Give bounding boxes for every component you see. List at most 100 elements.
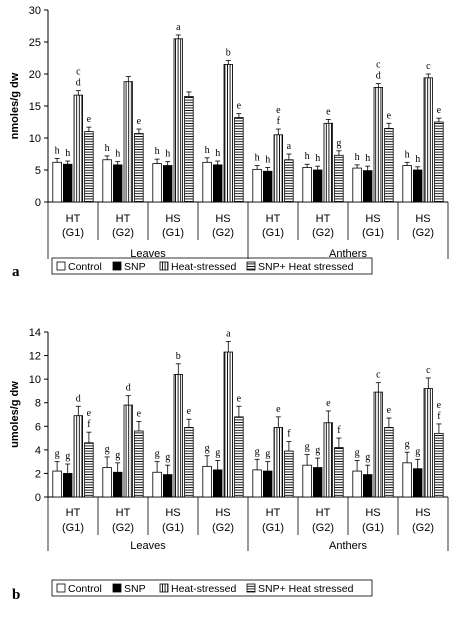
significance-letter: g xyxy=(165,452,170,463)
y-tick-label: 25 xyxy=(29,37,41,49)
legend-swatch xyxy=(246,261,256,271)
bar-snp-heat-stressed xyxy=(234,416,244,498)
significance-letter: h xyxy=(355,152,360,163)
category-label-line2: (G2) xyxy=(412,227,434,239)
significance-letter: d xyxy=(76,78,81,89)
y-tick-label: 0 xyxy=(35,197,41,209)
category-label-line1: HT xyxy=(116,507,131,519)
significance-letter: a xyxy=(176,22,181,33)
legend-swatch xyxy=(159,261,169,271)
bar-snp-heat-stressed xyxy=(334,447,344,498)
category-label-line2: (G1) xyxy=(62,227,84,239)
significance-letter: g xyxy=(155,449,160,460)
significance-letter: g xyxy=(205,443,210,454)
significance-letter: f xyxy=(277,116,281,127)
significance-letter: f xyxy=(337,425,341,436)
significance-letter: h xyxy=(365,153,370,164)
category-label-line2: (G1) xyxy=(262,522,284,534)
bar-heat-stressed xyxy=(373,391,384,498)
bar-snp-heat-stressed xyxy=(234,117,244,203)
category-label-line2: (G2) xyxy=(312,522,334,534)
category-label-line2: (G1) xyxy=(62,522,84,534)
significance-letter: h xyxy=(205,145,210,156)
significance-letter: h xyxy=(105,143,110,154)
bar-snp-heat-stressed xyxy=(84,442,94,498)
legend-swatch xyxy=(112,261,122,271)
legend-entry: Control xyxy=(68,583,102,595)
bar-snp xyxy=(162,165,173,203)
significance-letter: h xyxy=(65,148,70,159)
bar-control xyxy=(302,167,312,203)
bar-snp xyxy=(362,170,373,203)
group-label: Leaves xyxy=(130,540,166,552)
category-label-line2: (G1) xyxy=(162,522,184,534)
legend-entry: Heat-stressed xyxy=(171,583,237,595)
legend-swatch xyxy=(56,583,66,593)
legend-entry: SNP xyxy=(124,583,146,595)
bar-snp-heat-stressed xyxy=(434,121,444,203)
bar-snp xyxy=(262,470,273,498)
bar-heat-stressed xyxy=(223,64,234,203)
category-label-line2: (G2) xyxy=(412,522,434,534)
significance-letter: h xyxy=(215,148,220,159)
bar-snp xyxy=(412,468,423,498)
y-tick-label: 12 xyxy=(29,351,41,363)
bar-heat-stressed xyxy=(273,134,284,203)
category-label-line2: (G2) xyxy=(112,227,134,239)
category-label-line2: (G1) xyxy=(362,227,384,239)
legend: Control SNP Heat-stressed SNP+ Heat stresse… xyxy=(51,579,373,597)
significance-letter: h xyxy=(165,149,170,160)
legend-entry: SNP xyxy=(124,261,146,273)
y-tick-label: 10 xyxy=(29,374,41,386)
significance-letter: f xyxy=(287,429,291,440)
category-label-line1: HT xyxy=(116,213,131,225)
bar-heat-stressed xyxy=(423,77,434,203)
y-tick-label: 15 xyxy=(29,101,41,113)
significance-letter: g xyxy=(115,450,120,461)
y-axis-label: umoles/g dw xyxy=(9,381,21,448)
bar-control xyxy=(252,168,262,203)
category-label-line1: HT xyxy=(266,507,281,519)
significance-letter: d xyxy=(76,393,81,404)
y-tick-label: 0 xyxy=(35,492,41,504)
y-tick-label: 10 xyxy=(29,133,41,145)
bar-heat-stressed xyxy=(123,81,134,203)
legend-entry: SNP+ Heat stressed xyxy=(258,583,354,595)
category-label-line1: HS xyxy=(365,507,380,519)
significance-letter: h xyxy=(115,149,120,160)
y-tick-label: 6 xyxy=(35,421,41,433)
bar-control xyxy=(102,159,112,203)
bar-control xyxy=(152,471,162,498)
bar-snp xyxy=(362,474,373,498)
significance-letter: d xyxy=(376,71,381,82)
y-axis-label: nmoles/g dw xyxy=(9,72,21,139)
bar-snp-heat-stressed xyxy=(284,159,294,203)
category-label-line2: (G2) xyxy=(112,522,134,534)
bar-snp xyxy=(113,164,123,203)
group-label: Anthers xyxy=(329,248,367,260)
category-label-line2: (G2) xyxy=(212,227,234,239)
y-tick-label: 20 xyxy=(29,69,41,81)
bar-heat-stressed xyxy=(73,415,84,498)
category-label-line1: HT xyxy=(66,507,81,519)
bar-control xyxy=(402,165,412,203)
legend-swatch xyxy=(246,583,256,593)
bar-control xyxy=(102,467,112,498)
bar-snp-heat-stressed xyxy=(184,427,194,498)
category-label-line1: HT xyxy=(266,213,281,225)
bar-snp xyxy=(63,163,73,203)
significance-letter: g xyxy=(365,452,370,463)
bar-snp-heat-stressed xyxy=(134,430,144,498)
bar-control xyxy=(352,167,362,203)
bar-snp xyxy=(113,471,123,498)
significance-letter: a xyxy=(287,141,292,152)
category-label-line1: HT xyxy=(316,507,331,519)
significance-letter: c xyxy=(426,365,431,376)
significance-letter: h xyxy=(155,146,160,157)
bar-control xyxy=(152,163,162,203)
bar-heat-stressed xyxy=(173,38,184,203)
bar-snp-heat-stressed xyxy=(384,427,394,498)
category-label-line2: (G1) xyxy=(362,522,384,534)
